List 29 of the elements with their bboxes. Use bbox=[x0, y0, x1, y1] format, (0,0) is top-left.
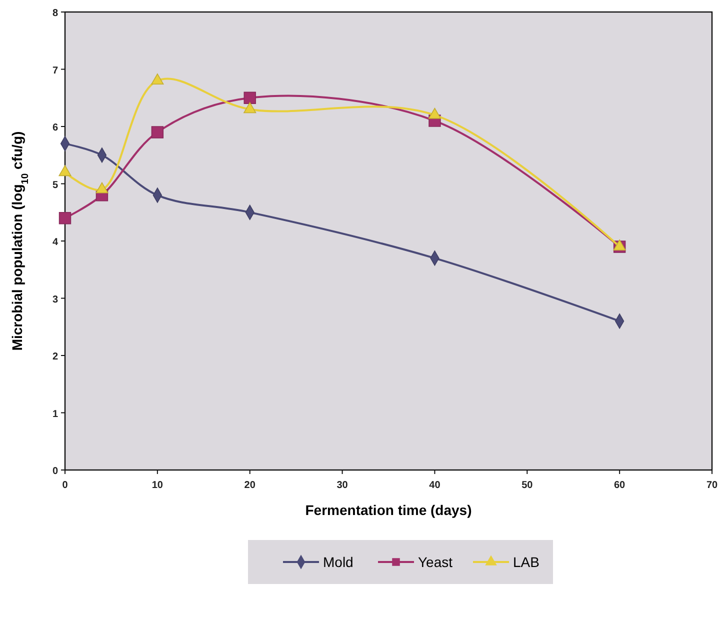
point bbox=[58, 165, 72, 176]
y-tick-label: 2 bbox=[52, 352, 58, 362]
x-tick-label: 0 bbox=[62, 480, 68, 491]
x-tick-label: 70 bbox=[706, 480, 718, 491]
x-tick-label: 60 bbox=[614, 480, 626, 491]
point bbox=[96, 182, 108, 194]
x-tick-label: 40 bbox=[429, 480, 441, 491]
x-tick-label: 20 bbox=[244, 480, 256, 491]
legend-label: LAB bbox=[513, 554, 540, 570]
point bbox=[244, 102, 256, 114]
x-tick-label: 50 bbox=[522, 480, 534, 491]
point bbox=[151, 74, 164, 84]
point bbox=[58, 212, 72, 224]
y-tick-label: 5 bbox=[52, 180, 58, 191]
legend-label: Yeast bbox=[418, 554, 453, 570]
y-tick-label: 3 bbox=[52, 294, 58, 306]
x-axis-title: Fermentation time (days) bbox=[305, 502, 472, 518]
legend-label: Mold bbox=[323, 554, 354, 570]
y-tick-label: 7 bbox=[52, 65, 58, 76]
point bbox=[428, 108, 441, 119]
point bbox=[244, 92, 256, 104]
point bbox=[151, 126, 164, 138]
y-tick-label: 0 bbox=[52, 466, 58, 477]
x-tick-label: 10 bbox=[152, 480, 164, 491]
y-tick-label: 1 bbox=[52, 408, 58, 420]
y-tick-label: 6 bbox=[52, 122, 58, 134]
y-tick-label: 8 bbox=[52, 8, 58, 19]
y-tick-label: 4 bbox=[52, 237, 58, 248]
x-tick-label: 30 bbox=[336, 480, 348, 491]
